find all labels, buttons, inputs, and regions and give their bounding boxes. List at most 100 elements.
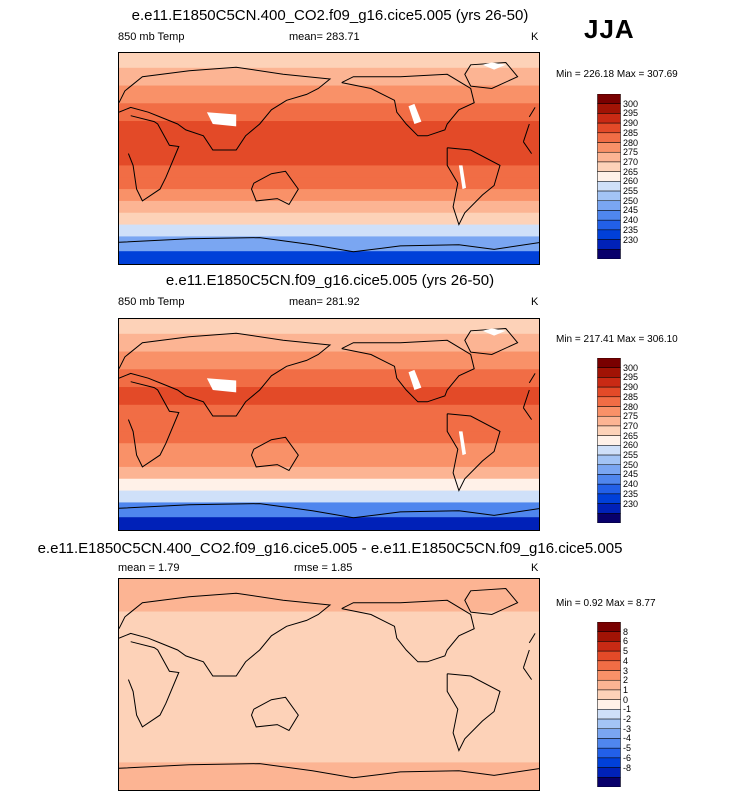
colorbar-box	[597, 464, 621, 475]
rmse-label: rmse = 1.85	[294, 562, 353, 574]
colorbar-box	[597, 493, 621, 504]
colorbar-tick-label: -6	[623, 752, 632, 763]
panel-co2: e.e11.E1850C5CN.400_CO2.f09_g16.cice5.00…	[0, 0, 733, 270]
coastline	[522, 407, 533, 420]
colorbar-box	[597, 483, 621, 495]
colorbar-tick-label: 275	[623, 147, 639, 158]
colorbar-box	[597, 445, 621, 456]
coastline	[127, 115, 180, 202]
zonal-band	[119, 251, 539, 264]
zonal-band	[119, 517, 539, 530]
colorbar-tick-label: 280	[623, 401, 639, 412]
coastline	[250, 696, 299, 732]
colorbar-box	[597, 767, 621, 778]
zonal-band	[119, 404, 539, 421]
colorbar-tick-label: -2	[623, 714, 632, 725]
topography-mask	[408, 369, 422, 390]
min-max-label: Min = 217.41 Max = 306.10	[556, 334, 678, 345]
zonal-band	[119, 715, 539, 728]
colorbar-tick-label: -3	[623, 723, 632, 734]
coastline	[446, 413, 501, 492]
zonal-band	[119, 478, 539, 492]
variable-label: 850 mb Temp	[118, 296, 185, 308]
coastline	[119, 763, 539, 779]
topography-mask	[482, 62, 506, 70]
colorbar-tick-label: 235	[623, 224, 639, 235]
zonal-band	[119, 103, 539, 122]
zonal-band	[119, 224, 539, 237]
colorbar-tick-label: 300	[623, 98, 639, 109]
zonal-band	[119, 750, 539, 763]
colorbar-tick-label: 295	[623, 372, 639, 383]
zonal-band	[119, 455, 539, 468]
colorbar-tick-label: 285	[623, 391, 639, 402]
colorbar-box	[597, 377, 621, 388]
colorbar-box	[597, 650, 621, 662]
topography-mask	[408, 103, 422, 124]
map-svg	[119, 53, 539, 264]
zonal-band	[119, 502, 539, 518]
colorbar-tick-label: 285	[623, 127, 639, 138]
colorbar-tick-label: 270	[623, 420, 639, 431]
coastline	[464, 61, 519, 90]
colorbar-svg	[597, 357, 621, 524]
colorbar-box	[597, 454, 621, 466]
mean-label: mean= 283.71	[289, 31, 360, 43]
coastline	[341, 339, 475, 403]
colorbar-box	[597, 747, 621, 759]
colorbar-box	[597, 142, 621, 153]
zonal-band	[119, 593, 539, 613]
coastline	[528, 373, 536, 384]
zonal-band	[119, 703, 539, 716]
zonal-band	[119, 153, 539, 166]
colorbar-tick-label: 275	[623, 411, 639, 422]
colorbar-tick-label: 280	[623, 137, 639, 148]
colorbar-tick-label: 270	[623, 156, 639, 167]
coastline	[250, 170, 299, 206]
colorbar-box	[597, 709, 621, 720]
colorbar-box	[597, 513, 621, 524]
colorbar-tick-label: 250	[623, 459, 639, 470]
coastline	[119, 332, 332, 417]
colorbar-box	[597, 474, 621, 485]
colorbar-tick-label: 255	[623, 186, 639, 197]
zonal-band	[119, 67, 539, 87]
coastline	[250, 436, 299, 472]
colorbar-tick-label: 260	[623, 176, 639, 187]
colorbar-tick-label: -5	[623, 743, 632, 754]
colorbar-box	[597, 415, 621, 427]
coastline	[119, 503, 539, 519]
zonal-band	[119, 629, 539, 648]
colorbar-tick-label: 260	[623, 440, 639, 451]
colorbar-tick-label: 245	[623, 205, 639, 216]
map-plot	[118, 578, 540, 791]
colorbar-box	[597, 151, 621, 163]
zonal-band	[119, 431, 539, 444]
min-max-label: Min = 0.92 Max = 8.77	[556, 598, 656, 609]
colorbar-box	[597, 210, 621, 221]
colorbar-tick-label: 4	[623, 655, 629, 666]
zonal-band	[119, 165, 539, 178]
coastline	[528, 107, 536, 118]
coastline	[522, 667, 533, 680]
mean-label: mean= 281.92	[289, 296, 360, 308]
coastline	[522, 141, 533, 154]
colorbar-tick-label: 3	[623, 665, 629, 676]
zonal-band	[119, 647, 539, 666]
coastline	[341, 73, 475, 137]
zonal-band	[119, 369, 539, 388]
colorbar-tick-label: -8	[623, 762, 632, 773]
min-max-label: Min = 226.18 Max = 307.69	[556, 69, 678, 80]
zonal-band	[119, 443, 539, 456]
colorbar-tick-label: 255	[623, 450, 639, 461]
zonal-band	[119, 121, 539, 140]
colorbar-box	[597, 679, 621, 691]
colorbar-tick-label: -4	[623, 733, 632, 744]
colorbar-box	[597, 699, 621, 710]
colorbar-tick-label: 240	[623, 479, 639, 490]
colorbar-box	[597, 367, 621, 378]
colorbar-box	[597, 249, 621, 260]
zonal-band	[119, 777, 539, 790]
zonal-band	[119, 738, 539, 752]
colorbar-tick-label: 1	[623, 684, 629, 695]
